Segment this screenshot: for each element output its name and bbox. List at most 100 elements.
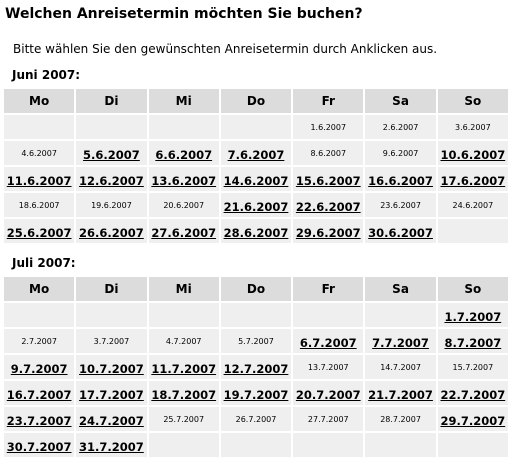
date-cell: 14.7.2007 — [365, 355, 436, 379]
date-cell: 10.6.2007 — [437, 141, 508, 165]
date-cell: 12.6.2007 — [76, 167, 147, 191]
date-cell: 11.7.2007 — [148, 355, 219, 379]
weekday-header: Di — [76, 277, 147, 301]
date-link[interactable]: 22.6.2007 — [295, 199, 361, 214]
date-cell: 9.6.2007 — [365, 141, 436, 165]
date-link[interactable]: 29.6.2007 — [295, 225, 361, 240]
date-cell: 16.6.2007 — [365, 167, 436, 191]
date-cell: 28.6.2007 — [220, 219, 292, 243]
date-link[interactable]: 23.7.2007 — [6, 413, 72, 428]
date-link[interactable]: 5.6.2007 — [83, 147, 140, 162]
date-cell: 24.7.2007 — [76, 407, 147, 431]
week-row: 23.7.2007 24.7.2007 25.7.2007 26.7.2007 27.7… — [4, 407, 508, 431]
weekday-header: Do — [220, 277, 292, 301]
date-cell: 3.6.2007 — [437, 115, 508, 139]
date-link[interactable]: 12.6.2007 — [79, 173, 144, 188]
date-cell: 22.6.2007 — [293, 193, 364, 217]
date-link[interactable]: 29.7.2007 — [440, 413, 506, 428]
date-cell: 11.6.2007 — [4, 167, 75, 191]
date-cell: 4.6.2007 — [4, 141, 75, 165]
date-cell: 25.7.2007 — [148, 407, 219, 431]
weekday-header: Sa — [365, 89, 436, 113]
date-cell: 26.6.2007 — [76, 219, 147, 243]
date-cell: 30.7.2007 — [4, 433, 75, 457]
empty-cell — [437, 433, 508, 457]
date-link[interactable]: 31.7.2007 — [79, 439, 144, 454]
weekday-header: So — [437, 89, 508, 113]
date-link[interactable]: 25.6.2007 — [6, 225, 72, 240]
date-link[interactable]: 8.7.2007 — [444, 335, 502, 350]
empty-cell — [4, 303, 75, 327]
date-link[interactable]: 7.7.2007 — [372, 335, 429, 350]
date-link[interactable]: 28.6.2007 — [223, 225, 289, 240]
date-link[interactable]: 16.6.2007 — [368, 173, 433, 188]
date-cell: 9.7.2007 — [4, 355, 75, 379]
date-cell: 23.7.2007 — [4, 407, 75, 431]
date-link[interactable]: 18.7.2007 — [151, 387, 217, 402]
date-link[interactable]: 1.7.2007 — [444, 309, 502, 324]
weekday-header: Fr — [293, 277, 364, 301]
date-cell: 13.7.2007 — [293, 355, 364, 379]
date-link[interactable]: 15.6.2007 — [295, 173, 361, 188]
date-cell: 23.6.2007 — [365, 193, 436, 217]
date-link[interactable]: 30.7.2007 — [6, 439, 72, 454]
date-cell: 26.7.2007 — [220, 407, 292, 431]
date-cell: 6.7.2007 — [293, 329, 364, 353]
date-link[interactable]: 14.6.2007 — [223, 173, 289, 188]
weekday-header: So — [437, 277, 508, 301]
date-link[interactable]: 30.6.2007 — [368, 225, 433, 240]
date-cell: 8.7.2007 — [437, 329, 508, 353]
weekday-row: Mo Di Mi Do Fr Sa So — [4, 89, 508, 113]
date-link[interactable]: 16.7.2007 — [6, 387, 72, 402]
empty-cell — [148, 303, 219, 327]
date-cell: 30.6.2007 — [365, 219, 436, 243]
date-link[interactable]: 17.7.2007 — [79, 387, 144, 402]
date-link[interactable]: 10.7.2007 — [79, 361, 144, 376]
date-link[interactable]: 22.7.2007 — [440, 387, 506, 402]
date-cell: 4.7.2007 — [148, 329, 219, 353]
week-row: 2.7.2007 3.7.2007 4.7.2007 5.7.2007 6.7.2007… — [4, 329, 508, 353]
date-link[interactable]: 12.7.2007 — [223, 361, 289, 376]
week-row: 18.6.2007 19.6.2007 20.6.2007 21.6.2007 22.6… — [4, 193, 508, 217]
page-title: Welchen Anreisetermin möchten Sie buchen… — [5, 6, 363, 22]
date-cell: 12.7.2007 — [220, 355, 292, 379]
date-link[interactable]: 6.6.2007 — [155, 147, 213, 162]
date-cell: 2.7.2007 — [4, 329, 75, 353]
date-cell: 21.7.2007 — [365, 381, 436, 405]
weekday-header: Mo — [4, 89, 75, 113]
date-cell: 13.6.2007 — [148, 167, 219, 191]
date-link[interactable]: 24.7.2007 — [79, 413, 144, 428]
date-cell: 2.6.2007 — [365, 115, 436, 139]
date-cell: 18.7.2007 — [148, 381, 219, 405]
month-label: Juli 2007: — [12, 256, 76, 270]
date-cell: 21.6.2007 — [220, 193, 292, 217]
date-link[interactable]: 26.6.2007 — [79, 225, 144, 240]
empty-cell — [76, 303, 147, 327]
date-link[interactable]: 27.6.2007 — [151, 225, 217, 240]
date-cell: 15.7.2007 — [437, 355, 508, 379]
empty-cell — [365, 303, 436, 327]
page-body: Welchen Anreisetermin möchten Sie buchen… — [0, 5, 512, 472]
date-link[interactable]: 19.7.2007 — [223, 387, 289, 402]
date-link[interactable]: 21.6.2007 — [223, 199, 289, 214]
date-link[interactable]: 6.7.2007 — [299, 335, 357, 350]
date-link[interactable]: 11.6.2007 — [6, 173, 72, 188]
date-cell: 17.7.2007 — [76, 381, 147, 405]
date-cell: 14.6.2007 — [220, 167, 292, 191]
date-link[interactable]: 20.7.2007 — [295, 387, 361, 402]
date-link[interactable]: 17.6.2007 — [440, 173, 506, 188]
date-cell: 1.7.2007 — [437, 303, 508, 327]
date-link[interactable]: 11.7.2007 — [151, 361, 217, 376]
date-cell: 16.7.2007 — [4, 381, 75, 405]
date-cell: 18.6.2007 — [4, 193, 75, 217]
date-link[interactable]: 7.6.2007 — [227, 147, 285, 162]
date-cell: 10.7.2007 — [76, 355, 147, 379]
date-link[interactable]: 21.7.2007 — [368, 387, 433, 402]
empty-cell — [365, 433, 436, 457]
date-link[interactable]: 10.6.2007 — [440, 147, 506, 162]
date-cell: 22.7.2007 — [437, 381, 508, 405]
empty-cell — [293, 433, 364, 457]
date-link[interactable]: 13.6.2007 — [151, 173, 217, 188]
date-cell: 7.6.2007 — [220, 141, 292, 165]
date-link[interactable]: 9.7.2007 — [10, 361, 68, 376]
